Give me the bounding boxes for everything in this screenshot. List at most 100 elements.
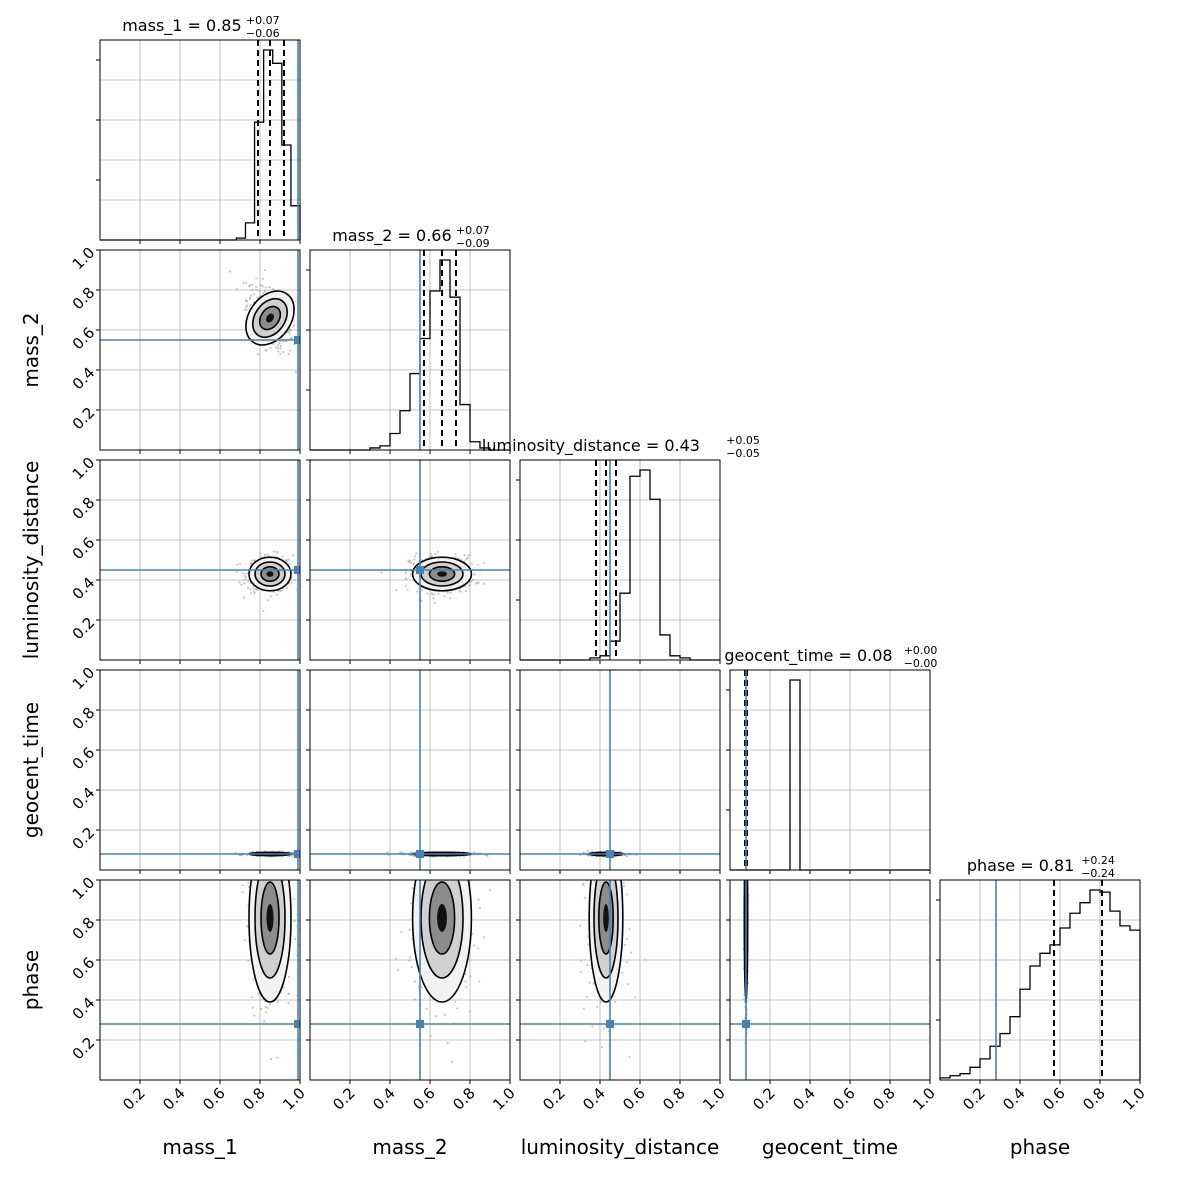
sample-point	[268, 285, 271, 289]
sample-point	[584, 843, 586, 845]
title-mass_2: mass_2 = 0.66 +0.07−0.09	[332, 224, 489, 250]
sample-point	[282, 873, 284, 875]
sample-point	[396, 969, 400, 972]
sample-point	[286, 859, 288, 861]
sample-point	[244, 576, 248, 579]
sample-point	[245, 820, 247, 822]
sample-point	[263, 289, 266, 292]
sample-point	[607, 841, 609, 843]
sample-point	[281, 840, 283, 842]
sample-point	[583, 896, 586, 899]
sample-point	[598, 849, 600, 851]
x-axis-label-mass_2: mass_2	[372, 1135, 447, 1159]
sample-point	[458, 858, 460, 860]
sample-point	[253, 848, 255, 850]
sample-point	[287, 975, 291, 979]
title-mass_1: mass_1 = 0.85 +0.07−0.06	[122, 14, 279, 40]
sample-point	[273, 752, 275, 754]
sample-point	[612, 865, 614, 867]
sample-point	[254, 865, 256, 867]
sample-point	[271, 846, 273, 848]
y-tick-label: 1.0	[69, 244, 99, 274]
sample-point	[440, 857, 442, 859]
sample-point	[279, 347, 282, 350]
sample-point	[420, 599, 423, 603]
density-contour	[603, 904, 609, 932]
sample-point	[410, 561, 413, 564]
x-tick-label: 0.2	[749, 1084, 779, 1114]
sample-point	[443, 594, 446, 598]
sample-point	[267, 863, 269, 865]
sample-point	[247, 885, 250, 888]
sample-point	[455, 1007, 459, 1010]
sample-point	[449, 591, 452, 594]
sample-point	[272, 825, 274, 827]
sample-point	[266, 864, 268, 866]
sample-point	[387, 854, 390, 857]
sample-point	[477, 947, 480, 950]
sample-point	[238, 562, 241, 566]
sample-point	[426, 592, 429, 595]
truth-marker	[416, 850, 424, 858]
sample-point	[252, 858, 254, 860]
sample-point	[746, 876, 748, 878]
y-tick-label: 0.6	[69, 534, 99, 564]
x-axis-label-luminosity_distance: luminosity_distance	[521, 1135, 720, 1159]
title-main: mass_1 = 0.85	[122, 16, 241, 36]
sample-point	[263, 818, 265, 820]
x-axis-label-mass_1: mass_1	[162, 1135, 237, 1159]
sample-point	[413, 858, 415, 860]
sample-point	[426, 864, 428, 866]
sample-point	[269, 1003, 272, 1006]
sample-point	[250, 559, 253, 562]
sample-point	[608, 871, 610, 873]
y-tick-label: 0.8	[69, 284, 99, 314]
sample-point	[628, 1055, 631, 1059]
sample-point	[257, 992, 260, 995]
panel-frame	[309, 669, 511, 871]
posterior-samples	[100, 752, 300, 1080]
sample-point	[272, 550, 275, 553]
sample-point	[471, 578, 475, 582]
sample-point	[604, 863, 606, 865]
sample-point	[468, 583, 472, 586]
sample-point	[596, 1005, 599, 1008]
sample-point	[274, 346, 278, 349]
sample-point	[604, 866, 606, 868]
sample-point	[601, 858, 603, 860]
sample-point	[745, 874, 747, 876]
sample-point	[614, 1000, 617, 1003]
sample-point	[745, 874, 747, 876]
sample-point	[625, 937, 628, 941]
sample-point	[246, 586, 250, 589]
sample-point	[297, 877, 299, 879]
panel-mass_2-vs-phase: 0.2 0.4 0.6 0.8 1.0	[306, 857, 519, 1114]
sample-point	[266, 1006, 269, 1010]
sample-point	[629, 951, 633, 954]
x-tick-label: 0.2	[329, 1084, 359, 1114]
sample-point	[420, 986, 423, 989]
sample-point	[582, 882, 585, 885]
sample-point	[255, 277, 258, 280]
sample-point	[244, 578, 247, 581]
x-tick-label: 1.0	[909, 1084, 939, 1114]
x-tick-label: 0.4	[579, 1084, 609, 1114]
sample-point	[434, 552, 437, 555]
sample-point	[244, 299, 247, 302]
sample-point	[476, 563, 479, 566]
sample-point	[245, 308, 248, 311]
y-tick-label: 1.0	[69, 664, 99, 694]
sample-point	[465, 986, 468, 989]
sample-point	[446, 866, 448, 868]
x-tick-label: 0.6	[1039, 1084, 1069, 1114]
sample-point	[454, 553, 457, 556]
sample-point	[408, 956, 412, 959]
sample-point	[279, 344, 282, 348]
sample-point	[429, 1034, 432, 1037]
sample-point	[246, 831, 248, 833]
sample-point	[622, 881, 625, 884]
sample-point	[264, 833, 266, 835]
sample-point	[247, 579, 250, 582]
sample-point	[410, 851, 413, 854]
sample-point	[450, 1060, 453, 1063]
